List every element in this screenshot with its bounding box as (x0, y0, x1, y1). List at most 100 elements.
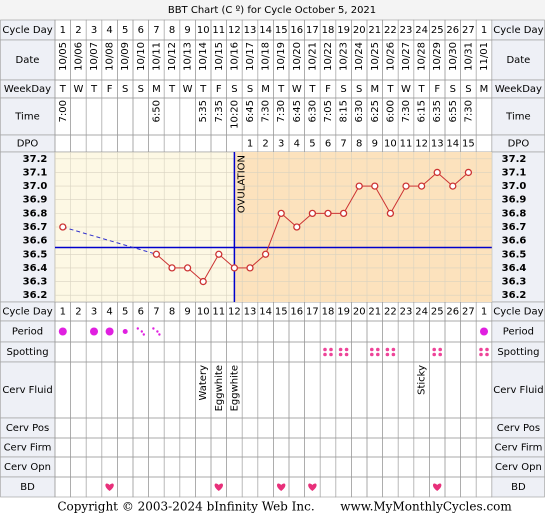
weekday: W (401, 84, 411, 95)
cerv-fluid: Watery (198, 365, 209, 401)
temp-point (449, 182, 457, 190)
cycle-day: 15 (275, 25, 288, 36)
row-label: Date (16, 55, 40, 66)
weekday: F (216, 84, 222, 95)
weekday: T (386, 84, 394, 95)
temp-segment (389, 185, 407, 214)
row-label: WeekDay (495, 84, 542, 95)
bd-heart (277, 483, 286, 491)
temp-point (230, 264, 239, 272)
weekday: M (370, 84, 379, 95)
temp-point (277, 209, 285, 218)
row-label: Cycle Day (493, 307, 543, 318)
temp-point (168, 264, 176, 272)
weekday: M (152, 84, 161, 95)
cycle-day: 25 (431, 25, 444, 36)
site: www.MyMonthlyCycles.com (340, 500, 512, 514)
date: 10/14 (198, 42, 209, 71)
spotting-mark (391, 347, 396, 352)
cycle-day: 12 (228, 25, 241, 36)
date: 10/13 (183, 42, 194, 71)
row-label: Cerv Fluid (2, 385, 52, 396)
temp-point (433, 168, 441, 177)
cycle-day: 1 (60, 307, 66, 318)
date: 10/06 (73, 42, 84, 71)
bd-heart (433, 483, 442, 491)
cycle-day: 16 (290, 25, 303, 36)
temp-segment (265, 213, 282, 255)
y-tick-label: 37.0 (502, 181, 527, 192)
cycle-day: 20 (353, 25, 366, 36)
weekday: F (107, 84, 113, 95)
temp-point (355, 182, 363, 190)
bd-heart (105, 483, 114, 491)
cycle-day: 19 (337, 25, 350, 36)
cycle-day: 19 (337, 307, 350, 318)
dpo: 1 (247, 139, 253, 150)
spotting-mark (338, 352, 343, 357)
date: 10/16 (229, 42, 240, 71)
temp-point (293, 223, 301, 231)
cycle-day: 10 (197, 307, 210, 318)
dpo: 10 (384, 139, 397, 150)
cycle-day: 27 (462, 25, 475, 36)
cycle-day: 10 (197, 25, 210, 36)
label-cell (0, 39, 56, 81)
temp-point (386, 209, 395, 218)
time: 5:35 (198, 100, 209, 122)
cycle-day: 4 (106, 307, 112, 318)
dpo: 9 (372, 139, 378, 150)
cycle-day: 24 (415, 25, 428, 36)
date: 10/07 (89, 42, 100, 71)
row-label: Spotting (497, 347, 539, 358)
spotting-mark (344, 352, 349, 357)
weekday: T (308, 84, 316, 95)
y-tick-label: 37.0 (23, 181, 48, 192)
cycle-day: 6 (138, 25, 144, 36)
cycle-day: 25 (431, 307, 444, 318)
weekday: S (247, 84, 253, 95)
dpo: 4 (294, 139, 300, 150)
ovulation-label: OVULATION (236, 155, 247, 213)
time: 6:25 (370, 100, 381, 122)
row-label: Period (12, 327, 43, 338)
spotting-mark (385, 347, 390, 352)
date: 10/17 (245, 42, 256, 71)
time: 6:30 (354, 100, 365, 122)
time: 8:15 (339, 100, 350, 122)
day-cell (475, 476, 493, 498)
row-label: Cerv Opn (4, 462, 51, 473)
cycle-day: 18 (322, 25, 335, 36)
spotting-mark (479, 347, 483, 352)
cycle-day: 8 (169, 307, 175, 318)
row-label: Cycle Day (2, 25, 52, 36)
weekday: T (168, 84, 176, 95)
dpo: 7 (340, 139, 346, 150)
spotting-mark (323, 352, 327, 357)
cycle-day: 1 (60, 25, 66, 36)
dpo: 3 (278, 139, 284, 150)
cycle-day: 15 (275, 307, 288, 318)
period-mark (140, 330, 143, 333)
row-label: Cerv Opn (495, 462, 542, 473)
date: 10/10 (136, 42, 147, 71)
dpo: 2 (262, 139, 268, 150)
y-tick-label: 36.7 (23, 222, 48, 233)
spotting-mark (438, 347, 443, 352)
spotting-mark (485, 347, 489, 352)
row-label: DPO (17, 139, 39, 150)
y-tick-label: 37.1 (23, 167, 48, 178)
row-label: Cerv Fluid (493, 385, 543, 396)
period-mark (158, 333, 161, 336)
period-mark (90, 327, 98, 336)
y-tick-label: 36.6 (23, 236, 48, 247)
weekday: S (340, 84, 346, 95)
weekday: S (138, 84, 144, 95)
dpo: 6 (325, 139, 331, 150)
cycle-day: 4 (106, 25, 112, 36)
cycle-day: 22 (384, 307, 397, 318)
weekday: S (122, 84, 128, 95)
cycle-day: 20 (353, 307, 366, 318)
row-label: Cycle Day (2, 307, 52, 318)
